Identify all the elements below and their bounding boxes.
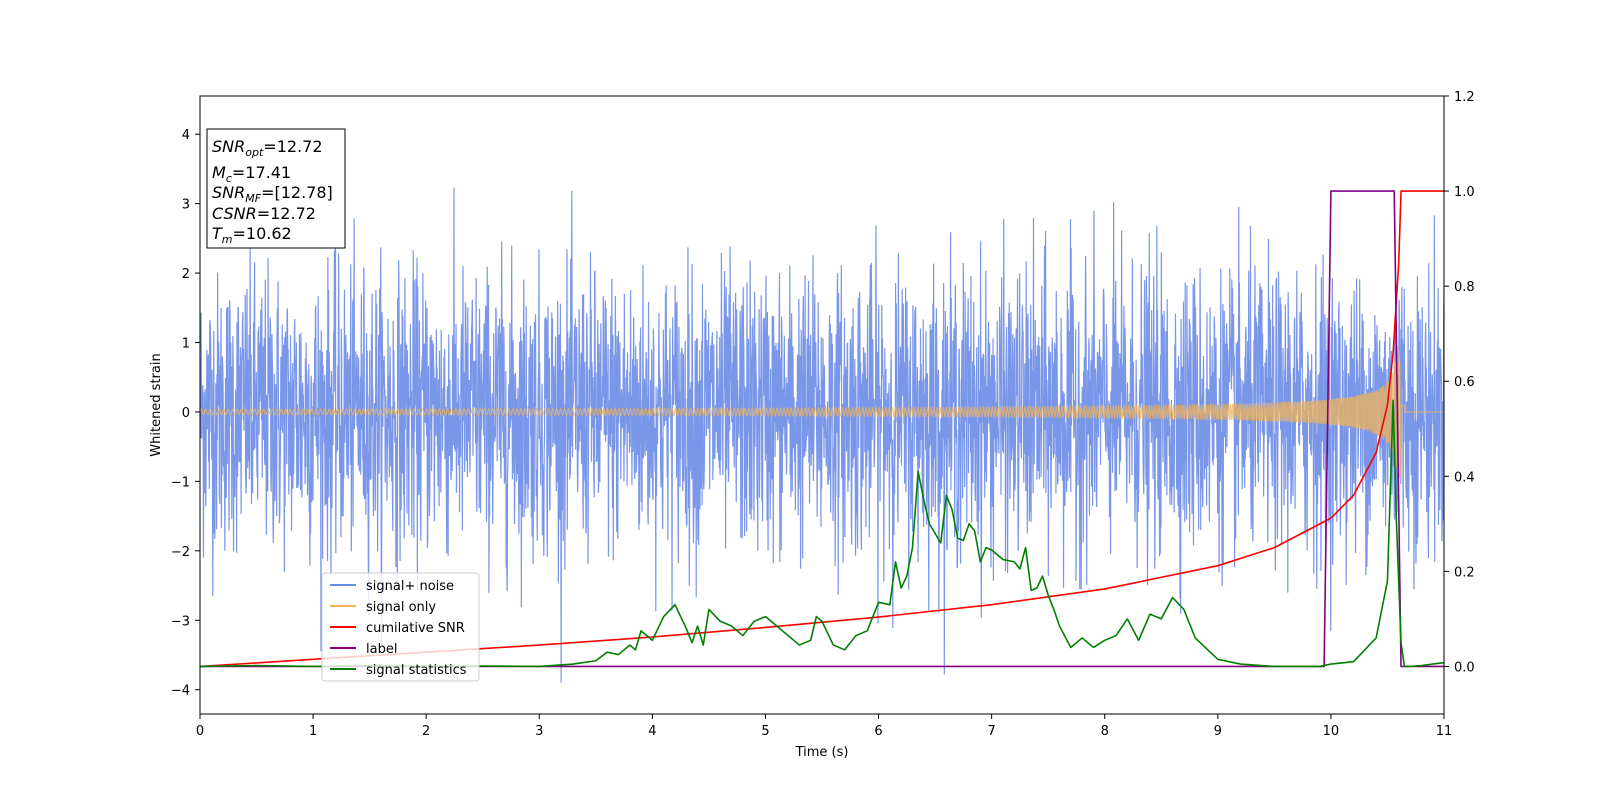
info-csnr: CSNR=12.72	[212, 204, 316, 223]
y-left-tick-label: −3	[171, 614, 190, 629]
x-tick-label: 6	[874, 724, 882, 739]
legend-entry: cumilative SNR	[366, 621, 465, 636]
y-right-tick-label: 1.0	[1454, 185, 1475, 200]
x-axis: 0 1 2 3 4 5 6 7 8 9 10 11	[196, 714, 1452, 739]
x-tick-label: 3	[535, 724, 543, 739]
x-tick-label: 5	[761, 724, 769, 739]
x-tick-label: 0	[196, 724, 204, 739]
x-tick-label: 11	[1436, 724, 1453, 739]
y-axis-label: Whitened strain	[149, 353, 164, 456]
x-tick-label: 10	[1323, 724, 1340, 739]
legend: signal+ noise signal only cumilative SNR la…	[321, 572, 480, 682]
legend-entry: signal only	[366, 600, 436, 615]
info-snr-opt: SNRopt=12.72	[212, 137, 323, 159]
series-cumulative-snr-line	[200, 190, 1444, 668]
y-left-tick-label: 0	[182, 406, 190, 421]
x-tick-label: 7	[987, 724, 995, 739]
y-left-tick-label: −4	[171, 684, 190, 699]
series-signal-noise-line	[200, 187, 1444, 683]
info-box: SNRopt=12.72 Mc=17.41 SNRMF=[12.78] CSNR…	[206, 128, 346, 249]
info-mc: Mc=17.41	[212, 163, 291, 185]
y-right-tick-label: 0.4	[1454, 470, 1475, 485]
info-box-frame	[206, 128, 346, 249]
legend-entry: signal statistics	[366, 663, 467, 678]
y-left-tick-label: 1	[182, 337, 190, 352]
y-right-tick-label: 0.0	[1454, 660, 1475, 675]
legend-entry: signal+ noise	[366, 579, 454, 594]
axes-frame	[199, 95, 1445, 715]
info-tm: Tm=10.62	[212, 224, 292, 246]
y-left-tick-label: 4	[182, 128, 190, 143]
y-left-tick-label: −1	[171, 475, 190, 490]
legend-frame	[321, 572, 480, 682]
y-left-tick-label: −2	[171, 545, 190, 560]
series-signal-only-line	[200, 346, 1444, 478]
y-right-tick-label: 0.6	[1454, 375, 1475, 390]
y-axis-left: −4 −3 −2 −1 0 1 2 3 4	[171, 128, 200, 699]
y-left-tick-label: 2	[182, 267, 190, 282]
x-tick-label: 8	[1101, 724, 1109, 739]
x-tick-label: 1	[309, 724, 317, 739]
x-tick-label: 4	[648, 724, 656, 739]
y-right-tick-label: 1.2	[1454, 90, 1475, 105]
y-left-tick-label: 3	[182, 198, 190, 213]
x-tick-label: 2	[422, 724, 430, 739]
x-tick-label: 9	[1214, 724, 1222, 739]
series-signal-statistics-line	[200, 399, 1444, 668]
y-right-tick-label: 0.8	[1454, 280, 1475, 295]
y-right-tick-label: 0.2	[1454, 565, 1475, 580]
info-snr-mf: SNRMF=[12.78]	[212, 183, 333, 205]
plot-area	[200, 187, 1444, 683]
y-axis-right: 0.0 0.2 0.4 0.6 0.8 1.0 1.2	[1444, 90, 1475, 675]
legend-entry: label	[366, 642, 397, 657]
x-axis-label: Time (s)	[795, 745, 849, 760]
